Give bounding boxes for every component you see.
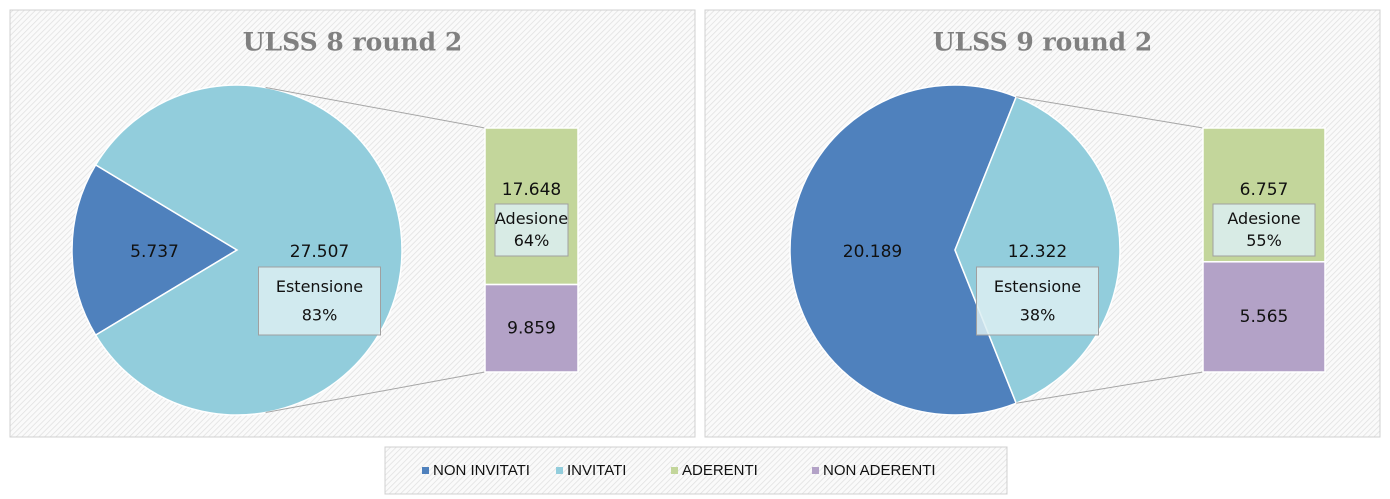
bar-annotation-box: [494, 203, 569, 257]
pie-annotation-box: [258, 266, 381, 336]
pie-value-label: 20.189: [843, 242, 902, 262]
legend-swatch: [812, 467, 819, 474]
bar-value-label: 17.648: [502, 180, 561, 200]
pie-annotation-label: Estensione: [276, 277, 363, 296]
chart-title: ULSS 9 round 2: [933, 28, 1153, 57]
bar-annotation-label: Adesione: [1227, 209, 1300, 228]
bar-value-label: 5.565: [1240, 307, 1289, 327]
legend-swatch: [422, 467, 429, 474]
connector-line: [1016, 96, 1204, 129]
bar-annotation-label: Adesione: [495, 209, 568, 228]
pie-annotation-value: 83%: [302, 305, 338, 324]
pie-annotation-label: Estensione: [994, 277, 1081, 296]
bar-annotation-value: 64%: [514, 231, 550, 250]
pie-value-label: 12.322: [1008, 242, 1067, 262]
legend-label: ADERENTI: [682, 462, 758, 479]
bar-value-label: 9.859: [507, 318, 556, 338]
legend-label: NON INVITATI: [433, 462, 530, 479]
pie-value-label: 5.737: [130, 242, 179, 262]
chart-title: ULSS 8 round 2: [243, 28, 463, 57]
pie-slice: [789, 84, 1018, 416]
bar-segment: [484, 283, 579, 373]
bar-segment: [1202, 261, 1326, 373]
bar-annotation-value: 55%: [1246, 231, 1282, 250]
pie-slice: [71, 163, 239, 337]
connector-line: [1016, 371, 1204, 404]
legend-swatch: [556, 467, 563, 474]
connector-line: [265, 87, 486, 129]
pie-annotation-box: [976, 266, 1099, 336]
connector-line: [265, 371, 486, 413]
legend-label: NON ADERENTI: [823, 462, 936, 479]
legend-box: [384, 446, 1008, 495]
legend-label: INVITATI: [567, 462, 626, 479]
bar-value-label: 6.757: [1240, 180, 1289, 200]
pie-value-label: 27.507: [290, 242, 349, 262]
legend-swatch: [671, 467, 678, 474]
bar-annotation-box: [1212, 203, 1316, 257]
pie-annotation-value: 38%: [1020, 305, 1056, 324]
